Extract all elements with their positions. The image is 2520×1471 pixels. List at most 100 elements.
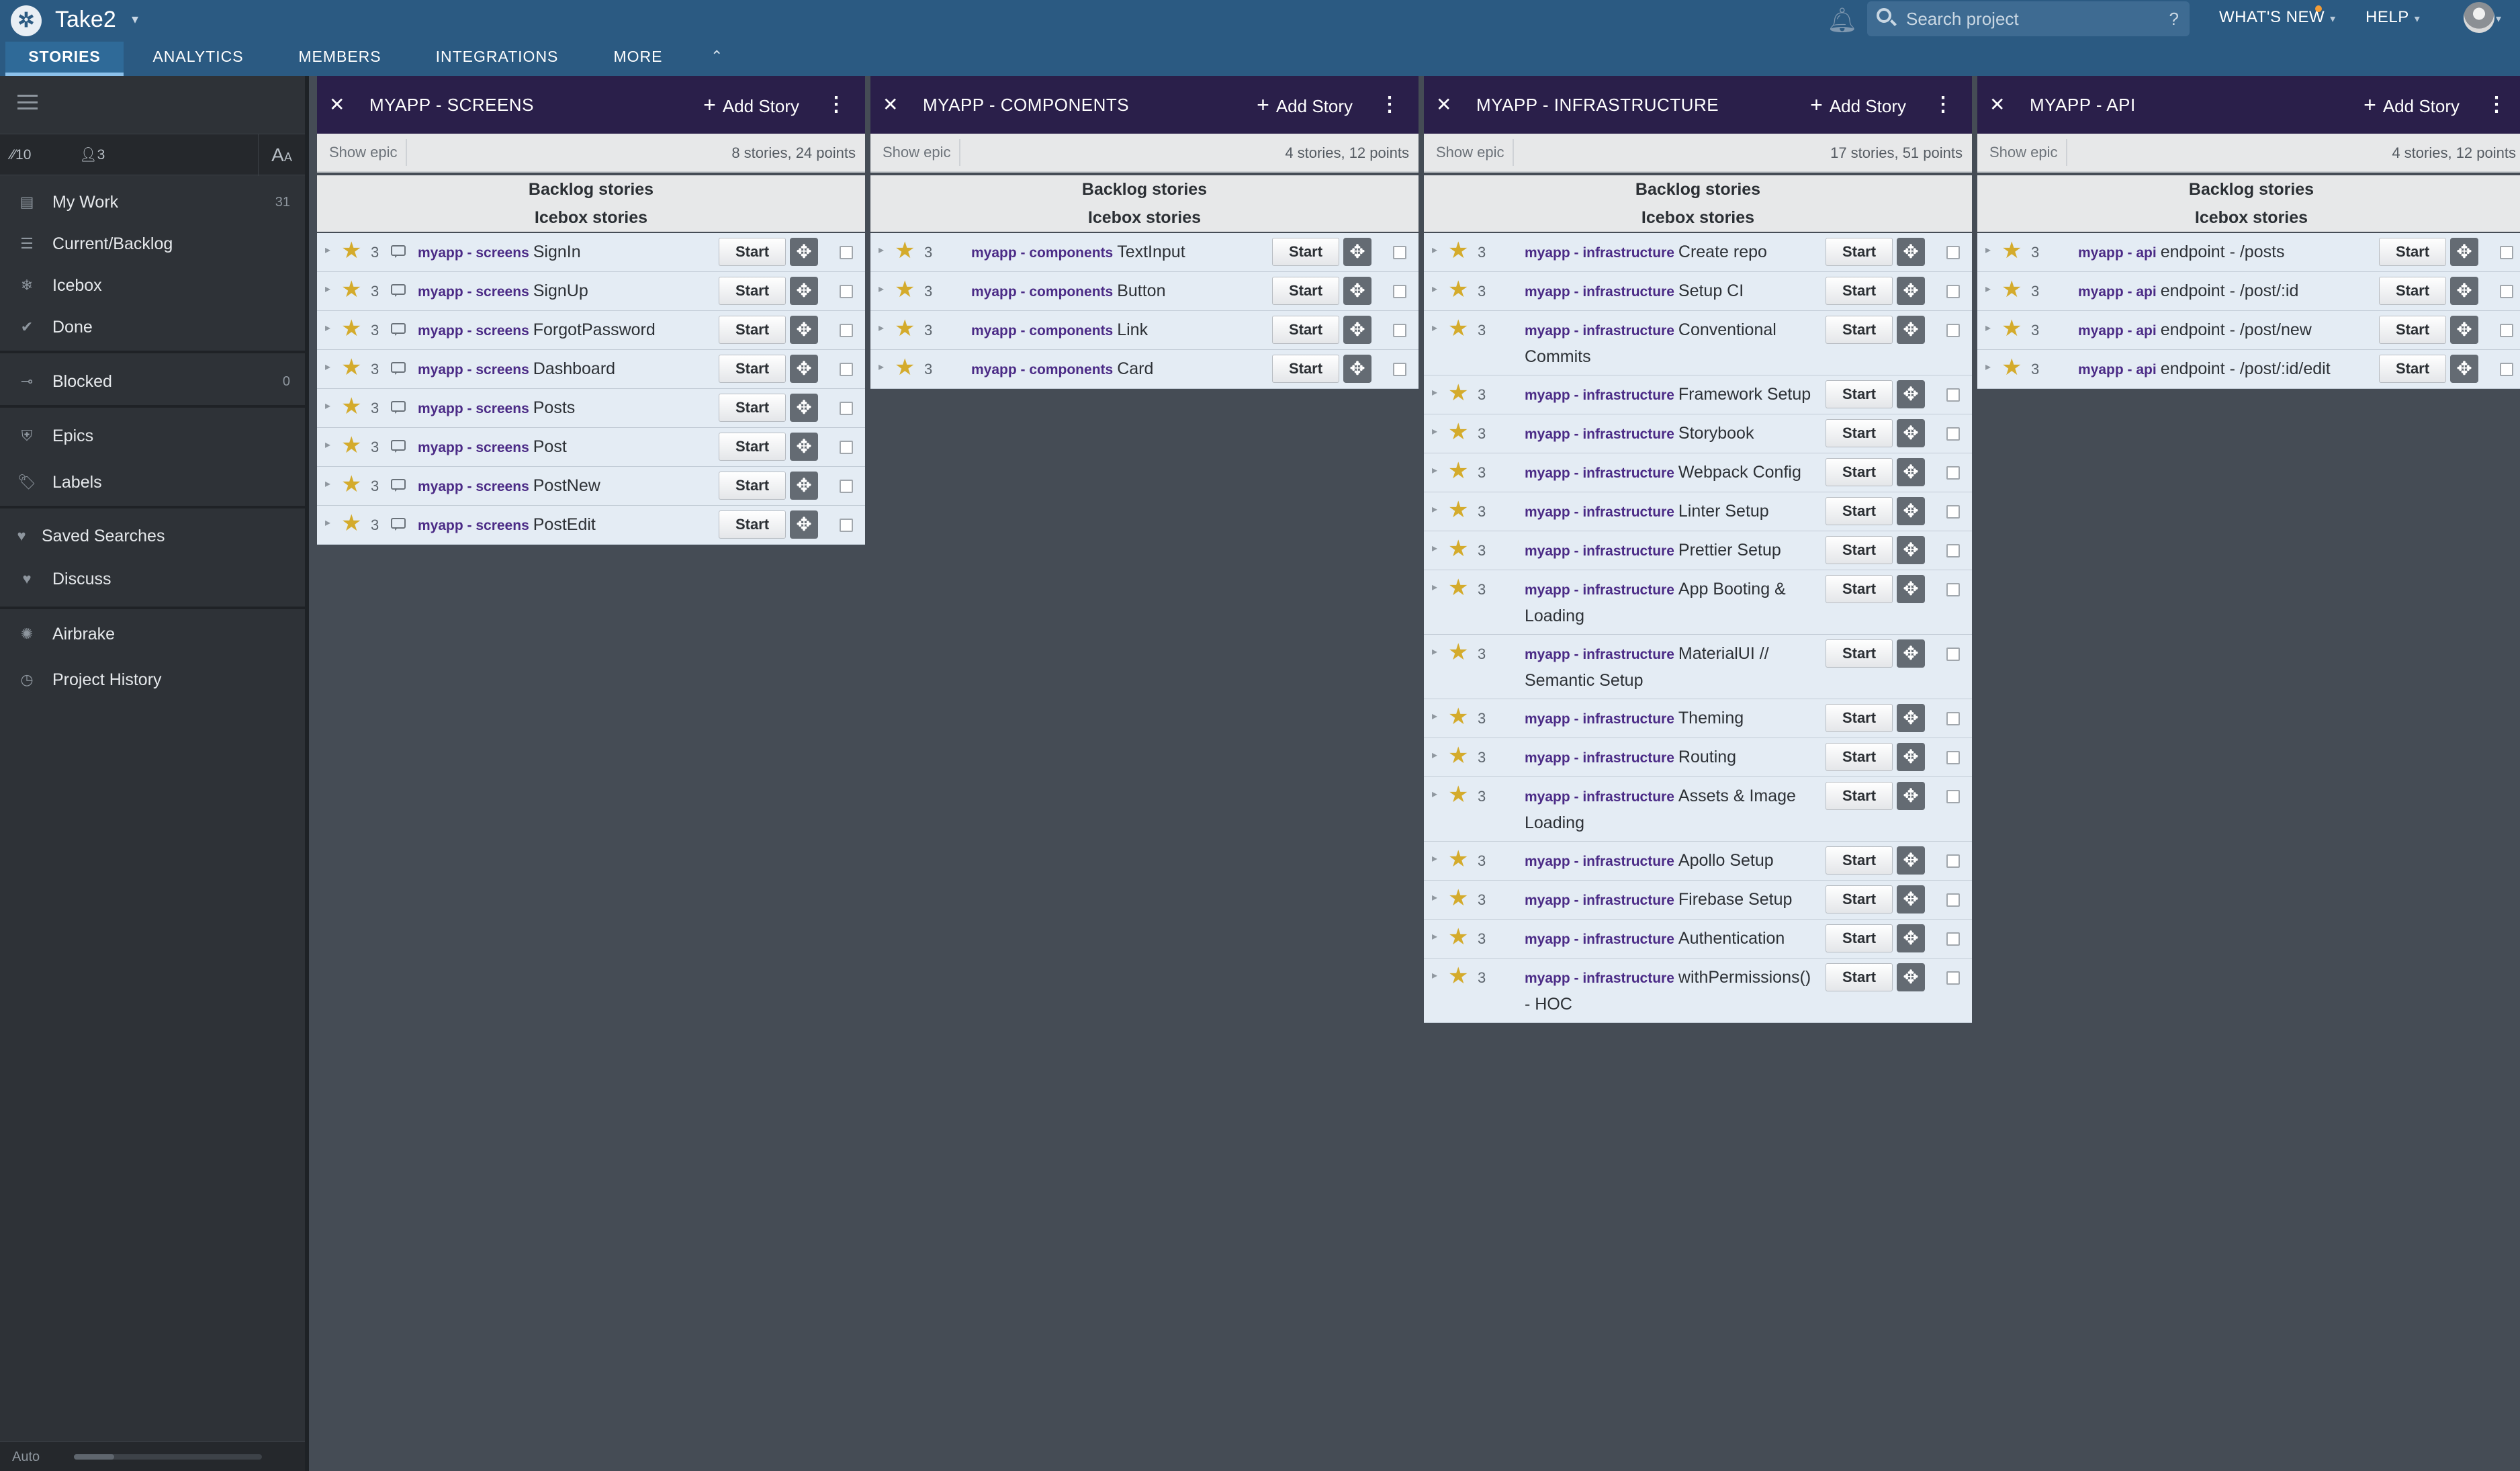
epic-label[interactable]: myapp - infrastructure [1525,893,1674,908]
expand-arrow-icon[interactable]: ▸ [879,244,885,256]
epic-label[interactable]: myapp - infrastructure [1525,750,1674,766]
story-row[interactable]: ▸ ★ 3 myapp - infrastructure Create repo Star… [1424,233,1972,272]
expand-arrow-icon[interactable]: ▸ [879,283,885,295]
move-story-icon[interactable]: ✥ [1897,963,1925,991]
start-button[interactable]: Start [1272,238,1339,266]
story-row[interactable]: ▸ ★ 3 myapp - infrastructure Setup CI Start ✥ [1424,272,1972,311]
start-button[interactable]: Start [1826,536,1893,564]
story-row[interactable]: ▸ ★ 3 myapp - api endpoint - /post/:id/edit S… [1977,350,2520,389]
expand-arrow-icon[interactable]: ▸ [325,400,331,412]
select-checkbox[interactable] [1946,388,1960,402]
expand-arrow-icon[interactable]: ▸ [1432,789,1438,800]
sidebar-toggle-icon[interactable] [17,95,38,109]
select-checkbox[interactable] [840,363,853,376]
epic-label[interactable]: myapp - api [2078,284,2157,300]
user-avatar[interactable] [2464,2,2494,33]
story-row[interactable]: ▸ ★ 3 myapp - infrastructure Assets & Image … [1424,777,1972,842]
expand-arrow-icon[interactable]: ▸ [1432,892,1438,903]
add-story-button[interactable]: + Add Story [1257,76,1353,135]
select-checkbox[interactable] [1946,324,1960,337]
select-checkbox[interactable] [1946,751,1960,764]
more-vertical-icon[interactable]: ⋮ [2486,93,2507,116]
select-checkbox[interactable] [1946,854,1960,868]
expand-arrow-icon[interactable]: ▸ [325,283,331,295]
epic-label[interactable]: myapp - api [2078,323,2157,339]
sidebar-item-blocked[interactable]: ⊸ Blocked 0 [0,365,305,398]
story-row[interactable]: ▸ ★ 3 myapp - screens ForgotPassword Start ✥ [317,311,865,350]
expand-arrow-icon[interactable]: ▸ [325,478,331,490]
tab-stories[interactable]: STORIES [5,42,124,76]
epic-label[interactable]: myapp - infrastructure [1525,284,1674,300]
move-story-icon[interactable]: ✥ [1897,277,1925,305]
epic-label[interactable]: myapp - screens [418,479,529,494]
start-button[interactable]: Start [1272,277,1339,305]
expand-arrow-icon[interactable]: ▸ [1985,322,1991,334]
select-checkbox[interactable] [1946,246,1960,259]
expand-arrow-icon[interactable]: ▸ [1432,646,1438,658]
start-button[interactable]: Start [1826,316,1893,344]
epic-label[interactable]: myapp - screens [418,401,529,416]
story-row[interactable]: ▸ ★ 3 myapp - screens PostEdit Start ✥ [317,506,865,545]
sidebar-item-saved-searches[interactable]: ♥ Saved Searches [0,519,305,553]
story-row[interactable]: ▸ ★ 3 myapp - infrastructure Routing Start ✥ [1424,738,1972,777]
show-epic-button[interactable]: Show epic [1428,139,1514,166]
expand-arrow-icon[interactable]: ▸ [1432,711,1438,722]
epic-label[interactable]: myapp - components [971,323,1114,339]
start-button[interactable]: Start [1826,458,1893,486]
story-row[interactable]: ▸ ★ 3 myapp - screens PostNew Start ✥ [317,467,865,506]
start-button[interactable]: Start [2379,238,2446,266]
add-story-button[interactable]: + Add Story [703,76,799,135]
epic-label[interactable]: myapp - screens [418,323,529,339]
select-checkbox[interactable] [1946,790,1960,803]
expand-arrow-icon[interactable]: ▸ [1432,283,1438,295]
epic-label[interactable]: myapp - infrastructure [1525,245,1674,261]
epic-label[interactable]: myapp - infrastructure [1525,465,1674,481]
move-story-icon[interactable]: ✥ [1897,497,1925,525]
expand-arrow-icon[interactable]: ▸ [1432,853,1438,864]
start-button[interactable]: Start [1826,419,1893,447]
start-button[interactable]: Start [719,433,786,461]
expand-arrow-icon[interactable]: ▸ [1432,465,1438,476]
story-row[interactable]: ▸ ★ 3 myapp - components Button Start ✥ [870,272,1419,311]
close-icon[interactable]: ✕ [1436,94,1452,115]
select-checkbox[interactable] [840,480,853,493]
tracker-logo-icon[interactable]: ✲ [11,5,42,36]
start-button[interactable]: Start [1826,380,1893,408]
expand-arrow-icon[interactable]: ▸ [325,361,331,373]
select-checkbox[interactable] [1946,971,1960,985]
notifications-bell-icon[interactable]: 🔔︎ [1827,6,1858,34]
font-size-toggle[interactable]: AA [258,134,305,176]
start-button[interactable]: Start [1826,885,1893,913]
panel-width-slider[interactable] [74,1454,262,1460]
move-story-icon[interactable]: ✥ [2450,355,2478,383]
epic-label[interactable]: myapp - components [971,245,1114,261]
close-icon[interactable]: ✕ [883,94,899,115]
close-icon[interactable]: ✕ [1989,94,2006,115]
collapse-header-icon[interactable]: ⌃ [711,48,723,64]
expand-arrow-icon[interactable]: ▸ [1432,322,1438,334]
move-story-icon[interactable]: ✥ [1897,380,1925,408]
start-button[interactable]: Start [2379,316,2446,344]
story-row[interactable]: ▸ ★ 3 myapp - infrastructure Firebase Setup S… [1424,881,1972,920]
expand-arrow-icon[interactable]: ▸ [325,517,331,529]
move-story-icon[interactable]: ✥ [790,433,818,461]
story-row[interactable]: ▸ ★ 3 myapp - infrastructure Apollo Setup Sta… [1424,842,1972,881]
move-story-icon[interactable]: ✥ [1897,885,1925,913]
story-row[interactable]: ▸ ★ 3 myapp - infrastructure Linter Setup Sta… [1424,492,1972,531]
expand-arrow-icon[interactable]: ▸ [1432,504,1438,515]
search-box[interactable]: ? [1867,1,2190,36]
move-story-icon[interactable]: ✥ [790,355,818,383]
story-row[interactable]: ▸ ★ 3 myapp - infrastructure Authentication S… [1424,920,1972,959]
chevron-down-icon[interactable]: ▾ [2496,13,2502,25]
select-checkbox[interactable] [840,324,853,337]
tab-integrations[interactable]: INTEGRATIONS [435,48,559,65]
expand-arrow-icon[interactable]: ▸ [1432,582,1438,593]
select-checkbox[interactable] [1946,427,1960,441]
tab-analytics[interactable]: ANALYTICS [152,48,244,65]
whats-new-menu[interactable]: WHAT'S NEW ▾ [2219,0,2336,37]
epic-label[interactable]: myapp - api [2078,245,2157,261]
epic-label[interactable]: myapp - infrastructure [1525,647,1674,662]
start-button[interactable]: Start [719,472,786,500]
move-story-icon[interactable]: ✥ [790,394,818,422]
expand-arrow-icon[interactable]: ▸ [1432,970,1438,981]
